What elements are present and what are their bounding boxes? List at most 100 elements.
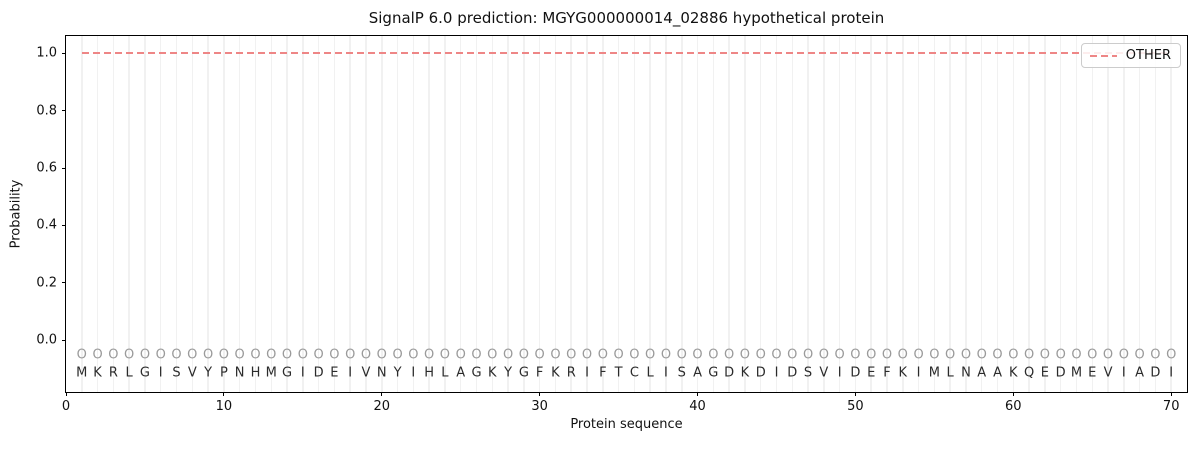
x-tick-mark [697,392,699,396]
residue-letter: V [187,365,197,381]
gridline [617,36,620,392]
residue-marker-O: O [1023,347,1035,363]
x-tick-label: 0 [61,399,71,414]
gridline [159,36,162,392]
gridline [649,36,651,392]
residue-marker-O: O [376,347,387,363]
residue-letter: G [471,365,482,381]
gridline [1123,36,1125,392]
residue-marker-O: O [692,347,703,363]
residue-letter: D [1055,365,1066,381]
x-tick-mark [381,392,383,396]
residue-marker-O: O [613,347,624,363]
gridline [1075,36,1078,392]
legend-line-sample-other-icon [1089,54,1117,57]
residue-marker-O: O [187,347,198,363]
legend: OTHER [1080,43,1181,68]
residue-marker-O: O [76,347,87,363]
gridline [254,36,257,392]
residue-letter: H [424,365,435,381]
residue-letter: N [376,365,387,381]
x-axis-label: Protein sequence [570,417,683,432]
residue-marker-O: O [234,347,245,363]
residue-marker-O: O [929,347,940,363]
residue-marker-O: O [1008,347,1019,363]
gridline [191,36,194,392]
gridline [807,36,809,392]
gridline [665,36,667,392]
residue-letter: D [787,365,798,381]
gridline [586,36,588,392]
residue-letter: M [928,365,940,381]
residue-marker-O: O [92,347,103,363]
residue-marker-O: O [1118,347,1129,363]
residue-marker-O: O [1039,347,1051,363]
chart-title: SignalP 6.0 prediction: MGYG000000014_02… [368,9,885,27]
gridline [381,36,383,392]
gridline [712,36,715,392]
residue-letter: E [330,365,339,381]
x-tick-label: 50 [847,399,864,414]
residue-letter: K [488,365,497,381]
residue-letter: T [614,365,623,381]
x-tick-label: 20 [373,399,391,414]
residue-marker-O: O [139,347,151,363]
gridline [870,36,872,392]
gridline [570,36,572,392]
gridline [1107,36,1109,392]
residue-marker-O: O [1150,347,1161,363]
residue-marker-O: O [897,347,908,363]
gridline [965,36,967,392]
gridline [317,36,320,392]
residue-marker-O: O [313,347,324,363]
gridline [696,36,699,392]
residue-letter: F [535,365,544,381]
residue-letter: K [1009,365,1018,381]
gridline [823,36,825,392]
y-tick-label: 0.0 [36,332,57,348]
gridline [980,36,983,392]
residue-marker-O: O [629,347,640,363]
gridline [144,36,146,392]
residue-letter: G [708,365,719,381]
residue-marker-O: O [487,347,498,363]
residue-letter: Y [204,365,213,381]
residue-letter: Y [504,365,513,381]
residue-marker-O: O [992,347,1003,363]
gridline [996,36,999,392]
y-tick-label: 0.2 [36,275,57,291]
other-probability-line [81,52,1172,55]
gridline [917,36,920,392]
y-tick-label: 0.4 [36,217,57,233]
gridline [81,36,83,392]
gridline [396,36,399,392]
residue-marker-O: O [834,347,845,363]
residue-marker-O: O [534,347,545,363]
residue-letter: F [599,365,607,381]
gridline [728,36,730,392]
residue-letter: P [219,365,228,381]
residue-letter: A [456,365,466,381]
gridline [1154,36,1157,392]
residue-marker-O: O [124,347,135,363]
gridline [491,36,494,392]
gridline [475,36,478,392]
residue-marker-O: O [566,347,577,363]
residue-marker-O: O [802,347,814,363]
residue-letter: I [916,365,921,381]
x-tick-mark [65,392,67,396]
residue-letter: A [1135,365,1145,381]
residue-marker-O: O [787,347,798,363]
residue-letter: D [850,365,861,381]
gridline [933,36,936,392]
residue-marker-O: O [660,347,672,363]
x-tick-label: 10 [215,399,233,414]
residue-marker-O: O [471,347,482,363]
residue-marker-O: O [708,347,719,363]
residue-marker-O: O [155,347,166,363]
residue-marker-O: O [1071,347,1082,363]
gridline [1012,36,1015,392]
gridline [1028,36,1030,392]
